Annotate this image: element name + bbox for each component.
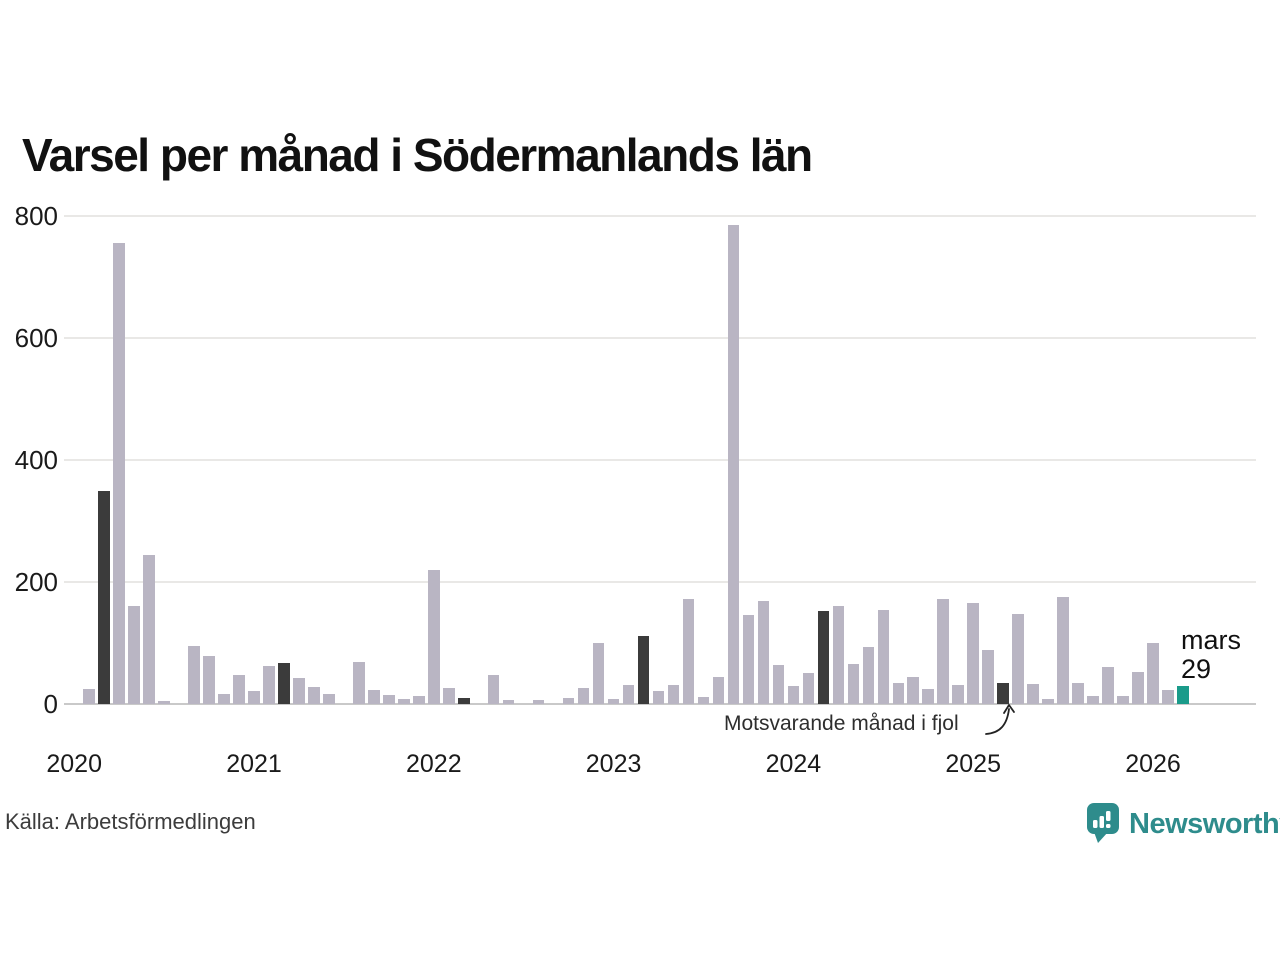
- bar: [967, 603, 979, 704]
- bar: [697, 696, 710, 704]
- x-year-label: 2020: [46, 750, 102, 778]
- bar: [353, 661, 365, 704]
- bar: [577, 688, 590, 704]
- bar: [1042, 699, 1054, 704]
- bar: [308, 686, 320, 704]
- bar: [1132, 672, 1144, 704]
- bar: [892, 683, 905, 704]
- bar: [383, 694, 395, 705]
- gridline: [64, 215, 1256, 217]
- bar: [532, 699, 545, 704]
- bar: [727, 225, 740, 704]
- bar: [742, 614, 755, 704]
- bar: [877, 610, 890, 704]
- bar: [233, 675, 245, 704]
- bar-prev-year-march: [98, 490, 110, 704]
- bar: [592, 643, 605, 704]
- current-month-label: mars 29: [1181, 626, 1241, 684]
- x-year-label: 2021: [226, 750, 282, 778]
- bar: [443, 688, 455, 704]
- bar: [952, 684, 964, 704]
- bar: [787, 685, 800, 704]
- x-year-label: 2025: [945, 750, 1001, 778]
- y-tick-label: 400: [14, 445, 58, 475]
- bar-prev-year-march: [637, 635, 650, 704]
- source-text: Källa: Arbetsförmedlingen: [5, 809, 256, 834]
- bar: [502, 700, 515, 704]
- page-title: Varsel per månad i Södermanlands län: [22, 129, 813, 181]
- bar: [398, 698, 410, 704]
- bar: [1057, 597, 1069, 705]
- current-month-value: 29: [1181, 654, 1212, 684]
- bar: [937, 599, 949, 704]
- gridline: [64, 459, 1256, 461]
- x-year-label: 2022: [405, 750, 462, 778]
- bar-prev-year-march: [458, 697, 470, 704]
- gridline: [64, 581, 1256, 583]
- bar: [428, 569, 440, 704]
- bar: [712, 677, 725, 704]
- bar: [847, 664, 860, 704]
- bar: [1027, 683, 1039, 704]
- bar: [1012, 614, 1024, 704]
- bar: [413, 695, 425, 704]
- gridline: [64, 337, 1256, 339]
- bar: [802, 672, 815, 704]
- bar: [323, 693, 335, 704]
- y-tick-label: 200: [14, 567, 58, 597]
- bar: [293, 677, 305, 704]
- bar: [203, 656, 215, 704]
- current-month-name: mars: [1181, 625, 1241, 655]
- bar: [682, 599, 695, 704]
- bar: [757, 600, 770, 704]
- bar: [1102, 667, 1114, 704]
- bar: [1162, 690, 1174, 704]
- bar: [922, 689, 934, 704]
- prev-year-annotation-label: Motsvarande månad i fjol: [724, 712, 959, 735]
- bar-prev-year-march: [817, 610, 830, 704]
- bar: [83, 688, 95, 705]
- bar: [368, 690, 380, 704]
- bar: [263, 666, 275, 704]
- newsworthy-logo-icon: [1087, 803, 1119, 843]
- bar: [832, 606, 845, 704]
- annotation-arrow-icon: [985, 704, 1015, 735]
- bar-prev-year-march: [278, 663, 290, 704]
- newsworthy-logo: Newsworthy: [1086, 802, 1280, 844]
- bar: [487, 674, 500, 704]
- x-year-label: 2024: [765, 750, 822, 778]
- bar: [1087, 696, 1099, 704]
- bar: [1147, 643, 1159, 704]
- bar: [1072, 682, 1084, 704]
- newsworthy-wordmark: Newsworthy: [1129, 807, 1280, 840]
- bar-prev-year-march: [997, 682, 1009, 704]
- bar: [607, 699, 620, 704]
- y-tick-label: 0: [43, 689, 58, 719]
- y-tick-label: 600: [14, 323, 58, 353]
- bar: [158, 701, 170, 704]
- bar: [667, 684, 680, 704]
- bar: [982, 650, 994, 704]
- bar: [652, 690, 665, 704]
- bar: [143, 554, 155, 704]
- bar: [907, 677, 919, 704]
- bar: [562, 697, 575, 704]
- x-year-label: 2023: [585, 750, 642, 778]
- bar: [188, 646, 200, 704]
- y-tick-label: 800: [14, 201, 58, 231]
- bar: [248, 690, 260, 704]
- bar-current-month: [1177, 686, 1189, 704]
- gridline: [64, 703, 1256, 705]
- bar: [218, 693, 230, 704]
- bar: [128, 606, 140, 704]
- bar: [1117, 696, 1129, 704]
- bar: [862, 646, 875, 704]
- bar: [622, 685, 635, 704]
- bar: [772, 665, 785, 704]
- x-year-label: 2026: [1125, 750, 1181, 778]
- bar: [113, 243, 125, 704]
